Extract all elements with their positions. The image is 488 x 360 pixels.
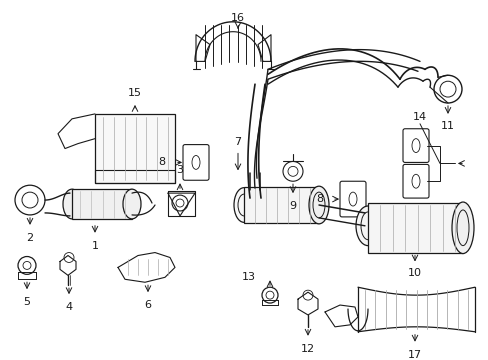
Text: 17: 17 (407, 350, 421, 360)
Text: 9: 9 (289, 201, 296, 211)
Text: 14: 14 (412, 112, 426, 122)
Ellipse shape (234, 188, 253, 222)
Text: 1: 1 (91, 240, 98, 251)
Ellipse shape (123, 189, 141, 219)
Text: 2: 2 (26, 233, 34, 243)
Ellipse shape (355, 206, 379, 246)
Bar (367, 203, 462, 253)
Text: 13: 13 (242, 272, 256, 282)
Text: 6: 6 (144, 300, 151, 310)
Bar (95, 170, 175, 183)
Bar (244, 187, 318, 223)
Text: 7: 7 (234, 137, 241, 147)
Bar (72, 189, 132, 219)
Text: 16: 16 (230, 13, 244, 23)
Ellipse shape (451, 202, 473, 253)
Text: 15: 15 (128, 88, 142, 98)
Ellipse shape (63, 189, 81, 219)
Text: 8: 8 (158, 157, 165, 167)
Text: 11: 11 (440, 121, 454, 131)
Text: 10: 10 (407, 268, 421, 278)
Text: 3: 3 (176, 165, 183, 175)
Text: 8: 8 (316, 194, 323, 204)
Text: 4: 4 (65, 302, 72, 312)
Text: 5: 5 (23, 297, 30, 307)
Ellipse shape (308, 186, 328, 224)
Text: 12: 12 (300, 343, 314, 354)
Bar (95, 114, 175, 183)
